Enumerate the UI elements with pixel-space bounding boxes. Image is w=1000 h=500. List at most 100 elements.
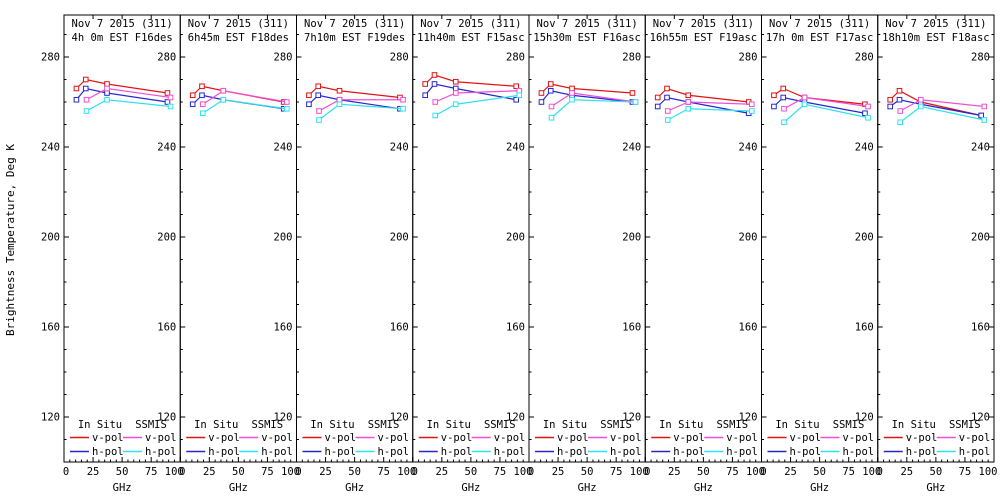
data-point-marker (896, 96, 903, 103)
x-tick-label: 25 (900, 466, 913, 478)
y-tick-label: 120 (971, 412, 990, 424)
legend-label: v-pol (610, 432, 642, 444)
data-point-marker (632, 99, 639, 105)
panel-title-time: 17h 0m EST F17asc (766, 32, 873, 44)
data-point-marker (220, 87, 227, 94)
data-point-marker (104, 81, 110, 87)
y-tick-label: 200 (41, 232, 60, 244)
data-point-marker (452, 78, 459, 85)
x-tick-label: 75 (610, 466, 623, 478)
data-point-marker (865, 103, 871, 110)
data-point-marker (422, 92, 428, 99)
data-point-marker (315, 83, 322, 90)
legend-label: v-pol (145, 432, 177, 444)
data-point-marker (862, 110, 868, 117)
legend-label: v-pol (726, 432, 758, 444)
legend-label: v-pol (843, 432, 875, 444)
panel-6: 120 160 200 240 280 0 25 50 75 100 GHz Nov 7 2015 (… (644, 14, 765, 494)
series-insitu-hpol (771, 94, 868, 117)
data-point-marker (548, 114, 555, 121)
series-insitu-vpol (654, 85, 752, 105)
legend-label: v-pol (959, 432, 991, 444)
data-point-marker (513, 96, 520, 103)
x-tick-label: 25 (87, 466, 100, 478)
x-tick-label: 100 (746, 466, 765, 478)
series-ssmis-hpol (548, 96, 639, 121)
y-tick-label: 240 (855, 142, 874, 154)
data-point-marker (306, 101, 312, 108)
y-tick-label: 160 (622, 322, 641, 334)
data-point-marker (516, 87, 523, 94)
series-ssmis-hpol (199, 96, 290, 117)
series-ssmis-hpol (664, 105, 755, 123)
x-tick-label: 75 (959, 466, 972, 478)
x-tick-label: 50 (232, 466, 245, 478)
panel-title-date: Nov 7 2015 (311) (72, 18, 173, 30)
data-point-marker (167, 94, 174, 101)
legend-label: h-pol (673, 446, 705, 458)
data-point-marker (801, 101, 808, 108)
data-point-marker (981, 103, 988, 110)
legend-label: v-pol (92, 432, 124, 444)
data-point-marker (685, 92, 692, 99)
data-point-marker (538, 90, 545, 96)
data-point-marker (771, 103, 777, 110)
x-tick-label: 75 (261, 466, 274, 478)
panel-title-date: Nov 7 2015 (311) (653, 18, 754, 30)
data-point-marker (771, 92, 777, 99)
legend-header-ssmis: SSMIS (833, 419, 865, 431)
y-tick-label: 160 (506, 322, 525, 334)
data-point-marker (164, 99, 171, 105)
legend-header-ssmis: SSMIS (251, 419, 283, 431)
legend-label: h-pol (906, 446, 938, 458)
data-point-marker (199, 92, 205, 99)
x-tick-label: 50 (465, 466, 478, 478)
series-insitu-hpol (887, 96, 985, 119)
y-tick-label: 160 (390, 322, 409, 334)
legend-header-ssmis: SSMIS (600, 419, 632, 431)
data-point-marker (199, 110, 206, 117)
data-point-marker (83, 96, 90, 103)
x-tick-label: 100 (630, 466, 649, 478)
data-point-marker (73, 96, 80, 103)
legend-header-ssmis: SSMIS (135, 419, 167, 431)
data-point-marker (569, 96, 575, 103)
x-tick-label: 0 (644, 466, 650, 478)
x-tick-label: 50 (813, 466, 826, 478)
data-point-marker (748, 108, 755, 114)
legend-header-insitu: In Situ (78, 419, 122, 431)
y-tick-label: 240 (274, 142, 293, 154)
data-point-marker (780, 94, 787, 101)
y-tick-label: 280 (41, 52, 60, 64)
y-tick-label: 240 (41, 142, 60, 154)
y-tick-label: 240 (622, 142, 641, 154)
y-tick-label: 120 (739, 412, 758, 424)
legend-label: v-pol (790, 432, 822, 444)
data-point-marker (780, 85, 787, 92)
panel-1: 120 120 160 160 200 200 240 240 280 280 0 25 50 75 100… (41, 14, 184, 494)
data-point-marker (220, 96, 227, 103)
data-point-marker (104, 85, 110, 92)
x-tick-label: 50 (930, 466, 943, 478)
legend-label: h-pol (92, 446, 124, 458)
data-point-marker (664, 108, 671, 114)
series-ssmis-hpol (432, 92, 523, 119)
y-tick-label: 120 (157, 412, 176, 424)
y-tick-label: 160 (274, 322, 293, 334)
panel-title-date: Nov 7 2015 (311) (537, 18, 638, 30)
series-ssmis-vpol (83, 85, 174, 103)
data-point-marker (569, 90, 575, 96)
data-point-marker (547, 81, 554, 87)
legend-label: h-pol (959, 446, 991, 458)
data-point-marker (917, 96, 924, 103)
panel-5: 120 160 200 240 280 0 25 50 75 100 GHz Nov 7 2015 (… (528, 14, 649, 494)
legend-label: h-pol (557, 446, 589, 458)
x-axis-title: GHz (694, 482, 713, 494)
legend-label: h-pol (726, 446, 758, 458)
y-tick-label: 280 (971, 52, 990, 64)
data-point-marker (336, 101, 343, 108)
data-point-marker (306, 92, 312, 99)
y-tick-label: 200 (390, 232, 409, 244)
x-tick-label: 75 (145, 466, 158, 478)
